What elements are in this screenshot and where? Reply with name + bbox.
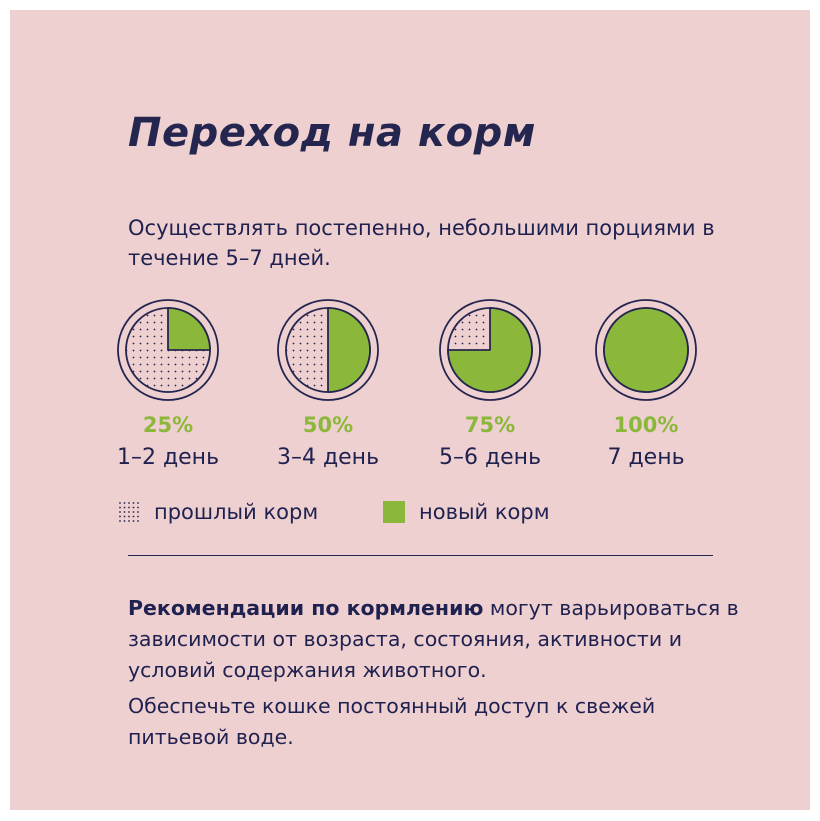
pie-chart bbox=[117, 299, 219, 401]
percent-label: 25% bbox=[142, 413, 194, 437]
new-food-slice bbox=[327, 307, 371, 393]
pie-chart bbox=[277, 299, 379, 401]
infographic-card: Переход на корм Осуществлять постепенно,… bbox=[10, 10, 810, 810]
pie-chart bbox=[595, 299, 697, 401]
days-label: 3–4 день bbox=[276, 445, 380, 470]
intro-text: Осуществлять постепенно, небольшими порц… bbox=[128, 216, 715, 270]
new-food-slice bbox=[447, 307, 533, 393]
recommendation-bold: Рекомендации по кормлению bbox=[128, 596, 484, 620]
recommendation-text: могут варьироваться в зависимости от воз… bbox=[128, 596, 739, 682]
days-label: 7 день bbox=[607, 445, 685, 470]
legend-new-label: новый корм bbox=[419, 500, 550, 524]
percent-label: 50% bbox=[302, 413, 354, 437]
outer-ring bbox=[117, 299, 219, 401]
legend-new: новый корм bbox=[383, 500, 550, 524]
outer-ring bbox=[277, 299, 379, 401]
percent-label: 75% bbox=[464, 413, 516, 437]
new-food-slice bbox=[167, 307, 211, 351]
legend-old-label: прошлый корм bbox=[154, 500, 319, 524]
water-text: Обеспечьте кошке постоянный доступ к све… bbox=[128, 694, 656, 749]
new-food-slice bbox=[603, 307, 689, 393]
recommendation: Рекомендации по кормлению могут варьиров… bbox=[128, 593, 748, 758]
dotted-swatch-icon bbox=[119, 502, 139, 522]
divider bbox=[128, 555, 713, 556]
page-title: Переход на корм bbox=[128, 110, 536, 156]
percent-label: 100% bbox=[613, 413, 679, 437]
pie-chart bbox=[439, 299, 541, 401]
days-label: 1–2 день bbox=[116, 445, 220, 470]
green-swatch-icon bbox=[383, 501, 405, 523]
outer-ring bbox=[595, 299, 697, 401]
legend-old: прошлый корм bbox=[118, 500, 318, 524]
days-label: 5–6 день bbox=[438, 445, 542, 470]
outer-ring bbox=[439, 299, 541, 401]
